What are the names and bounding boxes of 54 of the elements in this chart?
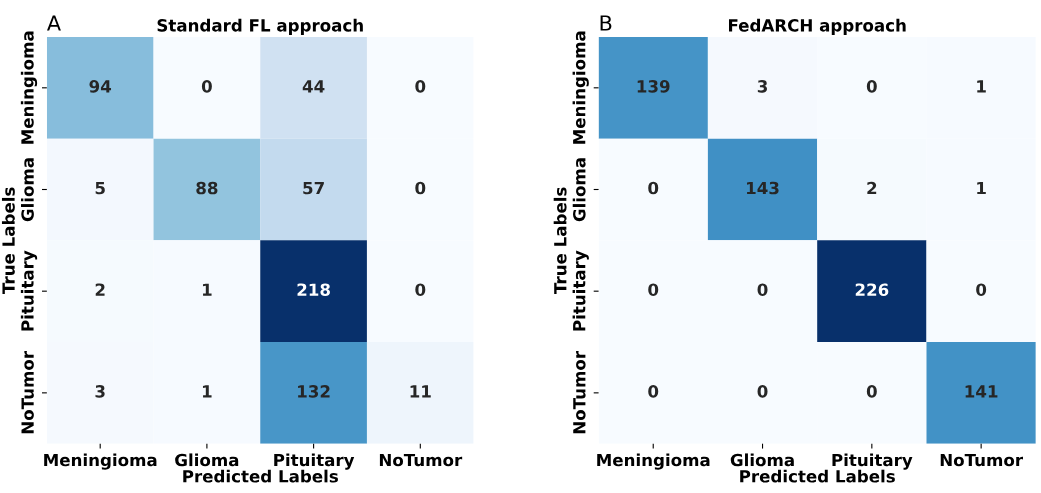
x-tick-label: Glioma <box>730 453 794 467</box>
y-tick-label: Pituitary <box>572 250 589 331</box>
x-tick-label: Meningioma <box>44 453 157 470</box>
x-tick-label: Pituitary <box>832 453 913 470</box>
y-tick-label: Meningioma <box>572 31 589 144</box>
data-label: 5 <box>95 181 105 195</box>
y-tick-label: Glioma <box>572 158 586 222</box>
data-label: 0 <box>648 283 659 297</box>
x-axis-title: Predicted Labels <box>183 469 338 483</box>
data-label: 88 <box>196 181 218 195</box>
data-label: 0 <box>648 385 659 398</box>
data-label: 57 <box>303 181 324 195</box>
text: B <box>600 15 612 31</box>
data-label: 44 <box>302 80 325 93</box>
data-label: 218 <box>297 283 330 297</box>
x-tick-label: NoTumor <box>940 453 1024 467</box>
data-label: 0 <box>415 283 426 297</box>
data-label: 0 <box>757 283 768 297</box>
chart-title: Standard FL approach <box>157 18 363 35</box>
chart-title: FedARCH approach <box>729 18 906 35</box>
data-label: 1 <box>202 283 212 296</box>
data-label: 0 <box>648 181 659 195</box>
data-label: 1 <box>977 80 986 93</box>
x-tick-label: Pituitary <box>274 453 355 470</box>
data-label: 0 <box>866 80 877 93</box>
data-label: 0 <box>976 283 987 297</box>
data-label: 0 <box>415 181 426 195</box>
text: A <box>47 15 61 31</box>
x-axis-title: Predicted Labels <box>740 469 895 483</box>
data-label: 0 <box>757 385 768 398</box>
data-label: 139 <box>637 80 670 93</box>
data-label: 2 <box>867 181 877 195</box>
x-tick-label: Glioma <box>175 453 239 467</box>
data-label: 0 <box>201 80 212 93</box>
data-label: 1 <box>202 385 212 398</box>
x-tick-label: Meningioma <box>597 453 710 470</box>
data-label: 0 <box>415 80 426 93</box>
y-tick-label: Pituitary <box>20 250 38 331</box>
data-label: 132 <box>298 385 330 398</box>
x-tick-label: NoTumor <box>379 453 463 467</box>
y-tick-label: Glioma <box>20 158 34 222</box>
data-label: 0 <box>866 385 877 398</box>
data-label: 226 <box>855 283 889 297</box>
y-axis-title: True Labels <box>1 187 15 294</box>
data-label: 3 <box>757 80 768 93</box>
data-label: 2 <box>95 283 105 296</box>
data-label: 141 <box>965 385 998 398</box>
data-label: 3 <box>95 385 105 398</box>
y-axis-title: True Labels <box>553 187 567 294</box>
data-label: 11 <box>410 385 431 398</box>
data-label: 1 <box>977 181 986 195</box>
data-label: 94 <box>89 80 112 93</box>
data-label: 143 <box>747 181 779 195</box>
y-tick-label: Meningioma <box>20 31 38 144</box>
